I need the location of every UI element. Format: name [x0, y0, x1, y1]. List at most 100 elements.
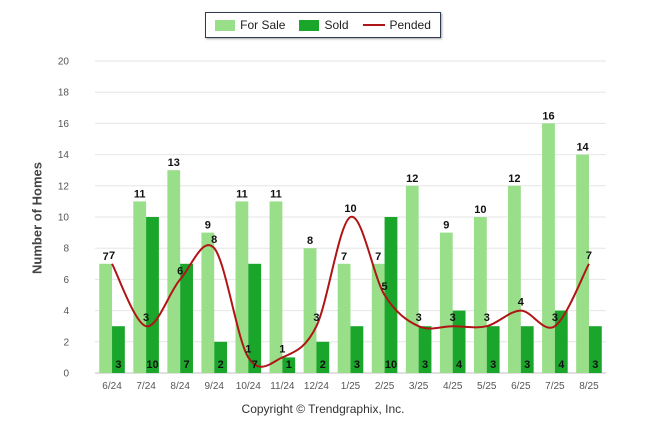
data-label-pended: 3: [143, 312, 149, 324]
y-tick-label: 8: [63, 244, 69, 255]
data-label-pended: 4: [518, 297, 525, 309]
bar-sold: [350, 326, 364, 373]
data-label-pended: 1: [245, 343, 251, 355]
y-tick-label: 20: [58, 57, 70, 68]
data-label-pended: 10: [344, 203, 356, 215]
bar-for-sale: [508, 185, 521, 373]
x-tick-label: 1/25: [341, 381, 361, 392]
data-label-sold: 3: [354, 359, 360, 371]
data-label-sold: 7: [184, 359, 190, 371]
data-label-for-sale: 11: [236, 188, 248, 200]
bar-sold: [282, 357, 296, 373]
data-label-sold: 3: [490, 359, 496, 371]
bar-sold: [418, 326, 432, 373]
bar-for-sale: [576, 154, 589, 373]
x-tick-label: 3/25: [409, 381, 429, 392]
data-label-sold: 1: [286, 359, 292, 371]
data-label-sold: 2: [218, 359, 224, 371]
x-tick-label: 11/24: [270, 381, 295, 392]
data-label-pended: 3: [450, 312, 456, 324]
data-label-sold: 3: [524, 359, 530, 371]
data-label-pended: 3: [552, 312, 558, 324]
sold-swatch: [299, 19, 320, 31]
data-label-sold: 10: [146, 359, 158, 371]
data-label-pended: 8: [211, 234, 217, 246]
pended-line: [111, 215, 590, 368]
y-tick-label: 6: [63, 275, 69, 286]
bar-sold: [214, 341, 228, 373]
data-label-sold: 4: [558, 359, 565, 371]
bar-for-sale: [269, 201, 283, 373]
x-tick-label: 12/24: [304, 381, 329, 392]
x-tick-label: 8/25: [579, 381, 599, 392]
y-tick-label: 4: [63, 306, 69, 317]
y-tick-label: 2: [63, 337, 69, 348]
data-label-for-sale: 8: [307, 235, 313, 247]
data-label-for-sale: 12: [406, 173, 418, 185]
data-label-for-sale: 9: [205, 220, 211, 232]
data-label-pended: 5: [382, 281, 388, 293]
data-label-pended: 6: [177, 265, 183, 277]
y-tick-label: 14: [58, 150, 70, 161]
data-label-for-sale: 7: [103, 251, 109, 263]
bar-for-sale: [133, 201, 147, 373]
data-label-for-sale: 11: [270, 188, 282, 200]
bar-for-sale: [405, 185, 419, 373]
data-label-for-sale: 12: [508, 173, 520, 185]
data-label-for-sale: 7: [375, 251, 381, 263]
x-tick-label: 6/25: [511, 381, 531, 392]
y-tick-label: 16: [58, 119, 70, 130]
bar-sold: [588, 326, 602, 373]
legend-item-for-sale[interactable]: For Sale: [215, 18, 285, 32]
y-tick-label: 0: [63, 369, 69, 380]
x-tick-label: 6/24: [102, 381, 122, 392]
bar-for-sale: [167, 170, 181, 373]
bar-for-sale: [473, 217, 487, 373]
x-tick-label: 10/24: [236, 381, 261, 392]
pended-swatch: [362, 24, 385, 26]
data-label-sold: 4: [456, 359, 463, 371]
bar-sold: [146, 217, 159, 373]
bar-for-sale: [303, 248, 317, 373]
bar-for-sale: [439, 232, 453, 373]
legend-item-sold[interactable]: Sold: [299, 18, 349, 32]
legend-label-pended: Pended: [389, 18, 431, 32]
y-tick-label: 12: [58, 181, 70, 192]
x-tick-label: 2/25: [375, 381, 395, 392]
bar-for-sale: [337, 263, 351, 373]
data-label-pended: 1: [279, 343, 285, 355]
x-tick-label: 9/24: [204, 381, 224, 392]
data-label-for-sale: 14: [576, 142, 589, 154]
data-label-pended: 7: [586, 250, 592, 262]
bar-sold: [112, 326, 125, 373]
data-label-pended: 3: [484, 312, 490, 324]
legend-item-pended[interactable]: Pended: [362, 18, 431, 32]
y-tick-label: 18: [58, 88, 70, 99]
legend-label-sold: Sold: [324, 18, 349, 32]
bar-sold: [316, 341, 330, 373]
data-label-for-sale: 10: [474, 204, 486, 216]
legend-label-for-sale: For Sale: [240, 18, 286, 32]
x-tick-label: 4/25: [443, 381, 463, 392]
x-tick-label: 8/24: [170, 381, 190, 392]
data-label-sold: 3: [422, 359, 428, 371]
bar-for-sale: [542, 123, 555, 374]
bar-sold: [384, 217, 398, 373]
bar-sold: [520, 326, 534, 373]
data-label-pended: 3: [313, 312, 319, 324]
bar-sold: [486, 326, 500, 373]
x-tick-label: 7/24: [136, 381, 156, 392]
y-tick-label: 10: [58, 213, 70, 224]
x-tick-label: 5/25: [477, 381, 497, 392]
data-label-for-sale: 7: [341, 251, 347, 263]
data-label-for-sale: 13: [168, 157, 180, 169]
for-sale-swatch: [215, 19, 236, 31]
bar-for-sale: [201, 232, 215, 373]
chart-legend: For Sale Sold Pended: [205, 12, 441, 38]
copyright-text: Copyright © Trendgraphix, Inc.: [241, 402, 405, 416]
data-label-sold: 7: [252, 359, 258, 371]
bar-for-sale: [371, 263, 385, 373]
data-label-sold: 2: [320, 359, 326, 371]
